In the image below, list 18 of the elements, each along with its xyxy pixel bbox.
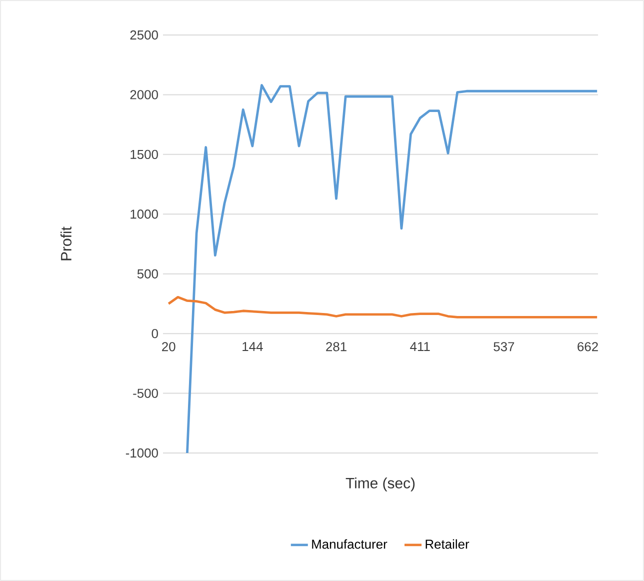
legend-label: Retailer xyxy=(426,539,470,549)
x-tick-label: 537 xyxy=(494,342,514,352)
legend-label: Manufacturer xyxy=(312,539,388,549)
y-tick-label: 2500 xyxy=(130,30,158,40)
y-tick-label: 1500 xyxy=(130,150,158,160)
y-axis-title: Profit xyxy=(60,226,72,260)
y-tick-label: 2000 xyxy=(130,90,158,100)
x-tick-label: 411 xyxy=(410,342,430,351)
x-tick-label: 662 xyxy=(578,342,598,352)
y-tick-label: 1000 xyxy=(130,210,158,219)
x-axis-title: Time (sec) xyxy=(346,477,415,492)
y-tick-label: -500 xyxy=(133,388,158,398)
y-tick-label: 500 xyxy=(137,269,158,278)
y-tick-label: 0 xyxy=(152,328,158,338)
y-tick-label: -1000 xyxy=(126,448,158,458)
x-tick-label: 144 xyxy=(242,342,263,351)
x-tick-label: 20 xyxy=(162,342,176,352)
x-tick-label: 281 xyxy=(326,342,346,352)
